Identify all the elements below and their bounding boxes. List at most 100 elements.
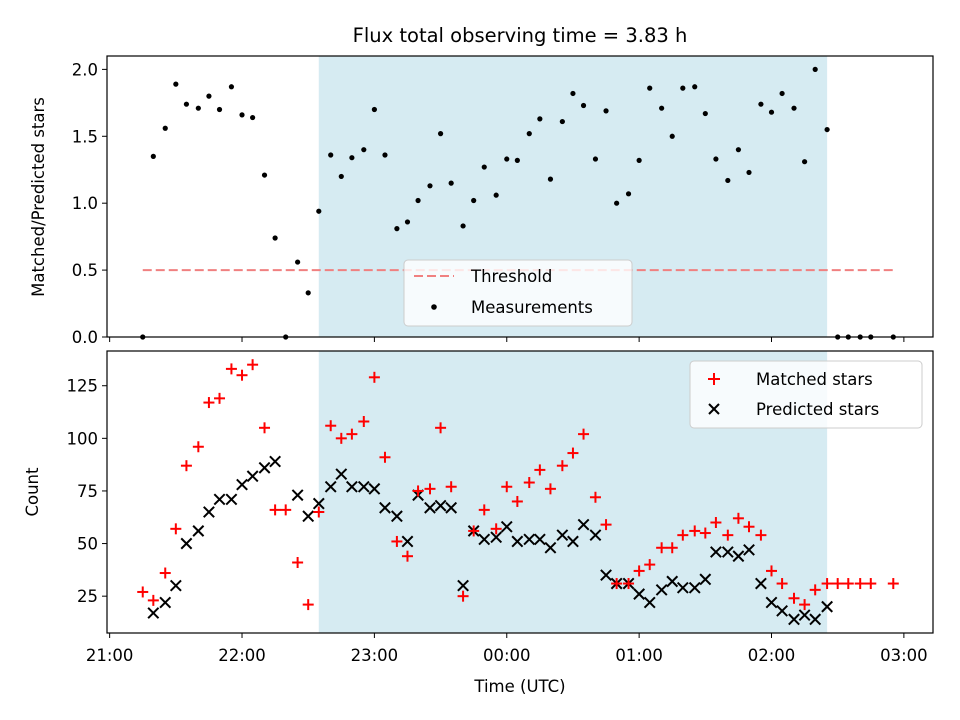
measurement-point: [471, 197, 477, 204]
matched-star-point: [137, 586, 149, 598]
top-chart-title: Flux total observing time = 3.83 h: [353, 24, 688, 47]
predicted-star-point: [490, 531, 503, 544]
matched-star-point: [534, 464, 546, 476]
measurement-point: [239, 112, 245, 118]
predicted-star-point: [809, 613, 822, 626]
top-x-ticks: [109, 337, 905, 342]
measurement-point: [537, 116, 543, 122]
predicted-star-point: [434, 499, 447, 512]
measurement-point: [437, 131, 444, 137]
predicted-star-point: [821, 600, 834, 613]
matched-star-point: [424, 483, 436, 495]
matched-star-point: [766, 565, 778, 577]
top-y-tick-label: 0.0: [72, 328, 98, 347]
measurement-point: [614, 200, 620, 206]
measurement-point: [361, 147, 367, 153]
matched-star-point: [743, 521, 755, 533]
measurement-point: [173, 81, 179, 87]
measurement-point: [791, 105, 797, 111]
measurement-point: [162, 125, 168, 131]
predicted-star-point: [324, 480, 337, 493]
predicted-star-point: [776, 604, 789, 617]
predicted-star-point: [600, 569, 612, 582]
bottom-legend-matched-label: Matched stars: [756, 370, 873, 389]
matched-star-point: [358, 416, 370, 427]
bottom-matched-stars-points: [137, 359, 899, 611]
matched-star-point: [280, 504, 292, 516]
predicted-star-point: [721, 546, 734, 558]
predicted-star-point: [424, 501, 436, 514]
matched-star-point: [611, 578, 623, 590]
matched-star-point: [335, 432, 347, 444]
predicted-star-point: [368, 482, 381, 495]
matched-star-point: [445, 481, 457, 493]
predicted-star-point: [269, 455, 282, 468]
matched-star-point: [755, 529, 767, 541]
measurement-point: [702, 110, 708, 117]
measurement-point: [680, 85, 686, 91]
predicted-star-point: [357, 480, 370, 493]
measurement-point: [758, 101, 764, 107]
predicted-star-point: [258, 461, 271, 474]
measurement-point: [250, 114, 256, 121]
bottom-y-tick-label: 100: [67, 429, 99, 448]
measurement-point: [812, 66, 818, 72]
measurement-point: [448, 180, 454, 186]
matched-star-point: [689, 525, 701, 537]
predicted-star-point: [246, 470, 259, 483]
matched-star-point: [589, 491, 601, 503]
measurement-point: [735, 147, 742, 153]
matched-star-point: [391, 535, 403, 547]
bottom-panel: 25 50 75 100 125 21:00 22:00 23:00 00:00 01:00 02…: [23, 350, 934, 696]
matched-star-point: [159, 567, 171, 579]
matched-star-point: [887, 578, 899, 590]
predicted-star-point: [236, 478, 248, 491]
predicted-star-point: [159, 596, 172, 609]
measurement-point: [371, 106, 377, 113]
measurement-point: [150, 153, 156, 159]
predicted-star-point: [676, 581, 689, 594]
matched-star-point: [247, 359, 259, 371]
measurement-point: [504, 156, 510, 162]
predicted-star-point: [699, 573, 712, 586]
measurement-point: [824, 126, 830, 133]
bottom-legend-box: [689, 360, 923, 429]
matched-star-point: [732, 512, 744, 524]
bottom-x-tick-label: 01:00: [615, 646, 663, 665]
bottom-y-axis-label: Count: [23, 467, 42, 517]
predicted-star-point: [169, 579, 182, 592]
top-legend-box: [403, 259, 633, 327]
matched-star-point: [656, 542, 668, 554]
predicted-star-point: [556, 529, 569, 542]
matched-star-point: [490, 523, 502, 535]
matched-star-point: [346, 428, 358, 440]
predicted-star-point: [302, 510, 315, 523]
top-legend-measurements-label: Measurements: [471, 298, 593, 317]
measurement-point: [261, 172, 268, 178]
measurement-point: [295, 259, 301, 265]
predicted-star-point: [500, 520, 513, 533]
bottom-axes-frame: [106, 350, 934, 634]
predicted-star-point: [401, 535, 414, 548]
predicted-star-point: [390, 510, 403, 523]
bottom-y-tick-label: 25: [77, 587, 98, 606]
measurement-point: [636, 157, 642, 163]
measurement-point: [768, 109, 775, 115]
top-y-tick-label: 2.0: [72, 60, 98, 79]
predicted-star-point: [457, 579, 469, 592]
matched-star-point: [556, 460, 568, 472]
measurement-point: [746, 169, 752, 176]
matched-star-point: [567, 447, 579, 459]
predicted-star-point: [577, 518, 590, 531]
matched-star-point: [468, 525, 480, 537]
measurement-point: [659, 105, 665, 111]
predicted-star-point: [225, 493, 238, 506]
matched-star-point: [699, 527, 711, 539]
measurement-point: [195, 105, 201, 111]
bottom-x-tick-label: 23:00: [351, 646, 399, 665]
predicted-star-point: [544, 541, 557, 554]
bottom-x-tick-label: 00:00: [483, 646, 531, 665]
measurement-point: [216, 106, 223, 113]
top-y-axis-label: Matched/Predicted stars: [29, 97, 48, 297]
matched-star-point: [203, 397, 215, 409]
